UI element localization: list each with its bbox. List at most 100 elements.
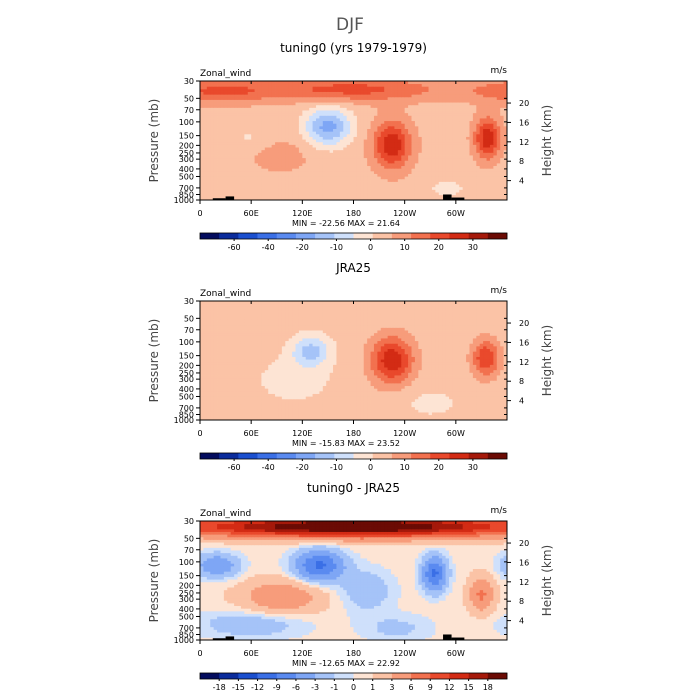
contour-cell bbox=[220, 131, 225, 135]
contour-cell bbox=[275, 404, 279, 408]
contour-cell bbox=[408, 186, 412, 190]
contour-cell bbox=[292, 91, 296, 95]
contour-cell bbox=[489, 128, 494, 132]
contour-cell bbox=[278, 186, 283, 190]
contour-cell bbox=[449, 88, 453, 92]
contour-cell bbox=[275, 123, 279, 127]
contour-cell bbox=[295, 83, 300, 87]
contour-cell bbox=[326, 131, 331, 135]
contour-cell bbox=[227, 194, 232, 198]
contour-cell bbox=[288, 118, 293, 122]
contour-cell bbox=[356, 115, 361, 119]
contour-cell bbox=[459, 96, 464, 100]
contour-cell bbox=[251, 125, 255, 129]
contour-cell bbox=[213, 94, 218, 98]
contour-cell bbox=[257, 133, 262, 137]
contour-cell bbox=[217, 401, 221, 405]
contour-cell bbox=[425, 120, 429, 124]
contour-cell bbox=[227, 406, 232, 410]
contour-cell bbox=[496, 176, 501, 180]
contour-cell bbox=[292, 86, 296, 90]
contour-cell bbox=[223, 131, 228, 135]
contour-cell bbox=[500, 102, 504, 106]
contour-cell bbox=[240, 141, 245, 145]
contour-cell bbox=[459, 189, 464, 193]
contour-cell bbox=[281, 162, 286, 167]
contour-cell bbox=[377, 398, 382, 402]
contour-cell bbox=[305, 417, 310, 421]
contour-cell bbox=[339, 133, 344, 137]
contour-cell bbox=[254, 157, 259, 161]
contour-cell bbox=[333, 107, 337, 111]
contour-cell bbox=[251, 133, 255, 137]
contour-cell bbox=[462, 81, 467, 85]
contour-cell bbox=[285, 404, 290, 408]
contour-cell bbox=[377, 189, 382, 193]
contour-cell bbox=[466, 112, 470, 116]
contour-cell bbox=[483, 398, 487, 402]
contour-cell bbox=[227, 133, 232, 137]
contour-cell bbox=[292, 398, 296, 402]
contour-cell bbox=[275, 96, 279, 100]
contour-cell bbox=[254, 192, 259, 196]
contour-cell bbox=[435, 94, 440, 98]
contour-cell bbox=[285, 86, 290, 90]
contour-cell bbox=[240, 176, 245, 180]
contour-cell bbox=[489, 197, 494, 201]
contour-cell bbox=[356, 128, 361, 132]
contour-cell bbox=[489, 99, 494, 103]
contour-cell bbox=[435, 184, 440, 188]
contour-cell bbox=[298, 149, 303, 153]
contour-cell bbox=[346, 120, 351, 124]
contour-cell bbox=[373, 178, 378, 182]
contour-cell bbox=[227, 181, 232, 185]
contour-cell bbox=[384, 88, 389, 92]
contour-cell bbox=[483, 102, 487, 106]
contour-cell bbox=[288, 102, 293, 106]
contour-cell bbox=[295, 398, 300, 402]
contour-cell bbox=[353, 136, 358, 140]
contour-cell bbox=[483, 168, 487, 172]
contour-cell bbox=[479, 125, 484, 129]
contour-cell bbox=[268, 170, 273, 174]
contour-cell bbox=[367, 157, 371, 161]
contour-cell bbox=[401, 173, 406, 177]
contour-cell bbox=[213, 102, 218, 106]
contour-cell bbox=[275, 186, 279, 190]
contour-cell bbox=[213, 104, 218, 108]
contour-cell bbox=[264, 88, 269, 92]
contour-cell bbox=[462, 197, 467, 201]
contour-cell bbox=[278, 91, 283, 95]
contour-cell bbox=[483, 110, 487, 114]
contour-cell bbox=[288, 107, 293, 111]
contour-cell bbox=[404, 94, 409, 98]
contour-cell bbox=[373, 414, 378, 418]
contour-cell bbox=[200, 197, 204, 201]
contour-cell bbox=[322, 136, 327, 140]
contour-cell bbox=[237, 404, 242, 408]
contour-cell bbox=[367, 412, 371, 416]
contour-cell bbox=[449, 131, 453, 135]
contour-cell bbox=[247, 155, 252, 159]
contour-cell bbox=[343, 176, 348, 180]
contour-cell bbox=[418, 83, 423, 87]
contour-cell bbox=[414, 115, 419, 119]
contour-cell bbox=[384, 168, 389, 172]
contour-cell bbox=[438, 139, 443, 143]
contour-cell bbox=[240, 91, 245, 95]
contour-cell bbox=[431, 414, 436, 418]
contour-cell bbox=[350, 115, 354, 119]
contour-cell bbox=[469, 414, 474, 418]
contour-cell bbox=[479, 96, 484, 100]
contour-cell bbox=[278, 165, 283, 169]
contour-cell bbox=[500, 197, 504, 201]
contour-cell bbox=[496, 396, 501, 400]
contour-cell bbox=[346, 417, 351, 421]
contour-cell bbox=[326, 409, 331, 413]
contour-cell bbox=[223, 81, 228, 85]
contour-cell bbox=[305, 176, 310, 180]
contour-cell bbox=[459, 192, 464, 196]
contour-cell bbox=[281, 91, 286, 95]
contour-cell bbox=[210, 396, 215, 400]
contour-cell bbox=[217, 398, 221, 402]
